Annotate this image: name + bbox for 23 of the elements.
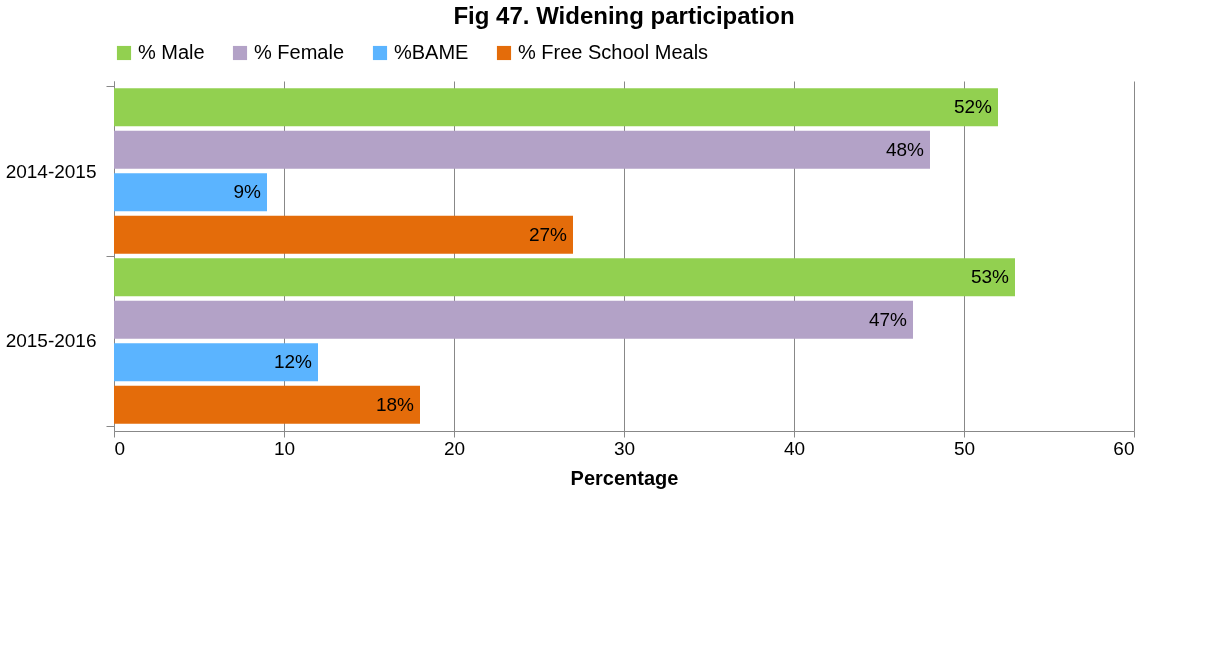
data-label: 12% bbox=[273, 351, 313, 373]
data-label: 48% bbox=[885, 138, 925, 160]
x-tick-label: 40 bbox=[783, 437, 806, 459]
chart-title: Fig 47. Widening participation bbox=[453, 2, 795, 29]
x-tick-label: 50 bbox=[953, 437, 976, 459]
legend-label: % Female bbox=[254, 41, 345, 63]
x-tick-label: 60 bbox=[1113, 437, 1135, 459]
data-label: 18% bbox=[375, 393, 415, 415]
y-tick-label: 2015-2016 bbox=[5, 330, 97, 352]
data-label: 27% bbox=[528, 223, 568, 245]
data-label: 47% bbox=[868, 308, 908, 330]
data-label: 9% bbox=[233, 181, 262, 203]
y-tick-label: 2014-2015 bbox=[5, 160, 97, 182]
x-tick-label: 0 bbox=[114, 437, 126, 459]
legend-label: % Free School Meals bbox=[518, 41, 709, 63]
x-tick-label: 10 bbox=[273, 437, 296, 459]
data-label: 53% bbox=[970, 266, 1010, 288]
x-tick-label: 20 bbox=[443, 437, 466, 459]
legend-label: %BAME bbox=[394, 41, 469, 63]
x-tick-label: 30 bbox=[613, 437, 636, 459]
legend-label: % Male bbox=[138, 41, 205, 63]
data-label: 52% bbox=[953, 96, 993, 118]
x-axis-title: Percentage bbox=[570, 466, 679, 489]
